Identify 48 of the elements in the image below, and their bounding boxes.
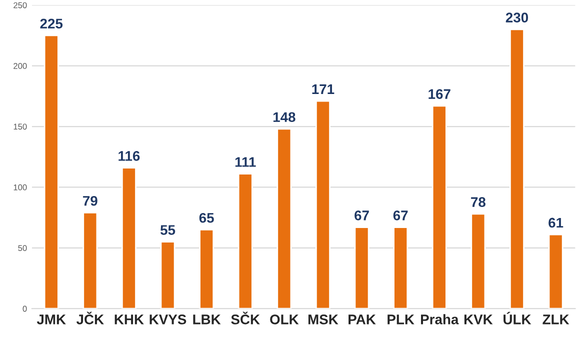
data-label: 116	[118, 151, 140, 161]
y-tick-label: 200	[14, 63, 27, 69]
bar	[354, 226, 370, 309]
y-tick-label: 0	[22, 306, 27, 312]
data-label: 148	[273, 112, 296, 122]
data-label: 79	[83, 196, 98, 206]
bar	[160, 241, 176, 309]
bar	[82, 212, 98, 309]
data-label: 230	[506, 12, 528, 22]
x-tick-label: LBK	[193, 314, 221, 324]
x-tick-label: SČK	[231, 312, 260, 324]
y-tick-label: 150	[14, 124, 27, 130]
y-tick-label: 100	[14, 184, 27, 190]
x-tick-label: KHK	[114, 314, 144, 324]
x-tick-label: MSK	[308, 314, 338, 324]
data-label: 111	[235, 157, 256, 167]
data-label: 67	[354, 210, 369, 220]
y-tick-label: 250	[14, 2, 27, 8]
data-label: 78	[471, 197, 486, 208]
bar	[432, 105, 447, 309]
bar	[470, 213, 486, 309]
bar	[276, 128, 292, 309]
data-label: 167	[428, 89, 450, 99]
bar	[238, 173, 253, 309]
x-tick-label: ZLK	[542, 314, 570, 324]
x-tick-label: KVK	[464, 314, 493, 324]
x-tick-label: JMK	[36, 314, 66, 324]
bar	[315, 100, 330, 309]
bar	[199, 229, 214, 309]
x-tick-label: OLK	[270, 314, 299, 324]
bar	[121, 167, 136, 309]
bar	[393, 226, 408, 309]
x-tick-label: KVYS	[150, 314, 186, 324]
data-label: 61	[548, 218, 564, 228]
x-tick-label: PLK	[388, 314, 414, 324]
x-tick-label: ÚLK	[504, 312, 532, 324]
bar	[548, 234, 564, 309]
x-tick-label: JČK	[76, 312, 104, 324]
bar	[510, 28, 524, 309]
data-label: 171	[312, 84, 334, 94]
data-label: 67	[393, 210, 408, 220]
bar	[44, 34, 59, 309]
y-tick-label: 50	[18, 245, 27, 252]
data-label: 225	[40, 18, 63, 29]
x-tick-label: Praha	[421, 314, 459, 324]
x-tick-label: PAK	[348, 314, 376, 324]
data-label: 65	[199, 212, 214, 223]
data-label: 55	[160, 225, 176, 235]
